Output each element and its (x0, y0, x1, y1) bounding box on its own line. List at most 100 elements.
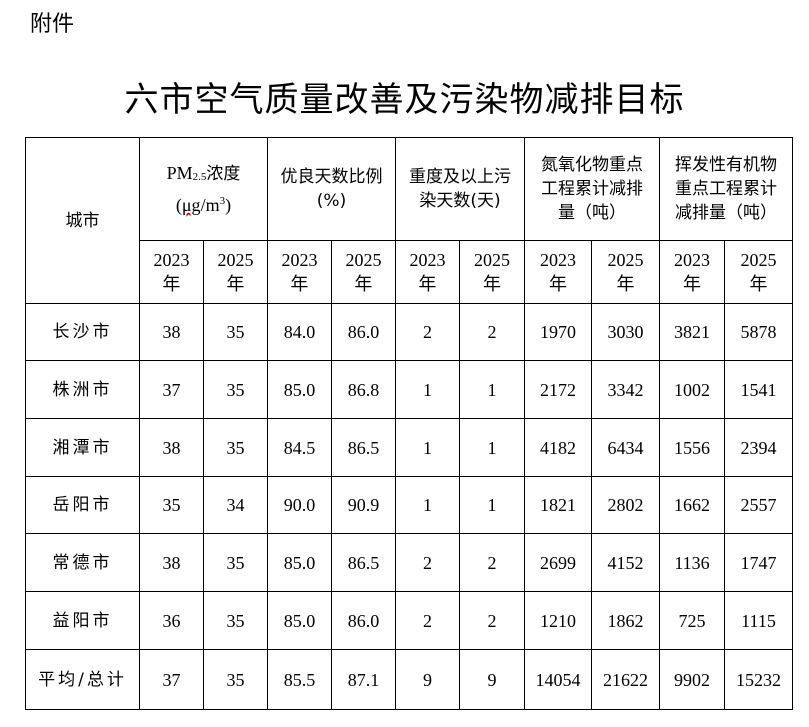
value-cell: 9902 (659, 649, 725, 710)
value-cell: 84.5 (267, 418, 332, 477)
value-cell: 2 (395, 533, 460, 592)
value-cell: 35 (203, 303, 268, 361)
value-cell: 14054 (524, 649, 592, 710)
value-cell: 2557 (724, 476, 793, 534)
value-cell: 86.0 (331, 591, 396, 650)
value-cell: 35 (203, 418, 268, 477)
value-cell: 34 (203, 476, 268, 534)
value-cell: 1 (459, 360, 525, 419)
year-header: 2025年 (459, 240, 525, 304)
year-label: 2023年 (540, 250, 576, 294)
value-cell: 85.0 (267, 533, 332, 592)
value-cell: 2 (459, 303, 525, 361)
city-cell: 常德市 (25, 533, 140, 592)
city-cell: 益阳市 (25, 591, 140, 650)
value-cell: 86.5 (331, 533, 396, 592)
value-cell: 9 (395, 649, 460, 710)
pm25-label: PM (166, 163, 193, 183)
value-cell: 38 (139, 418, 204, 477)
value-cell: 2 (395, 303, 460, 361)
year-label: 2025年 (740, 250, 777, 294)
value-cell: 85.0 (267, 360, 332, 419)
value-cell: 35 (203, 591, 268, 650)
value-cell: 5878 (724, 303, 793, 361)
value-cell: 1210 (524, 591, 592, 650)
year-header: 2023年 (139, 240, 204, 304)
value-cell: 1556 (659, 418, 725, 477)
year-header: 2025年 (724, 240, 793, 304)
value-cell: 37 (139, 360, 204, 419)
table-row: 平均/总计 37 35 85.5 87.1 9 9 14054 21622 9902 15232 (25, 649, 793, 710)
year-label: 2023年 (153, 250, 190, 294)
year-label: 2023年 (409, 250, 446, 294)
value-cell: 90.9 (331, 476, 396, 534)
value-cell: 90.0 (267, 476, 332, 534)
unit-close: ) (225, 195, 232, 215)
value-cell: 1747 (724, 533, 793, 592)
value-cell: 1 (459, 418, 525, 477)
value-cell: 2172 (524, 360, 592, 419)
pm25-header: PM2.5浓度 (μg/m3) (139, 137, 268, 241)
year-header: 2023年 (267, 240, 332, 304)
value-cell: 86.0 (331, 303, 396, 361)
value-cell: 15232 (724, 649, 793, 710)
year-header: 2025年 (203, 240, 268, 304)
value-cell: 4182 (524, 418, 592, 477)
city-cell: 岳阳市 (25, 476, 140, 534)
pm25-suffix: 浓度 (206, 164, 241, 184)
year-label: 2025年 (217, 250, 254, 294)
city-header: 城市 (25, 137, 140, 304)
value-cell: 1821 (524, 476, 592, 534)
value-cell: 85.5 (267, 649, 332, 710)
year-header: 2025年 (591, 240, 660, 304)
heavy-pollution-header: 重度及以上污染天数(天) (395, 137, 525, 241)
value-cell: 84.0 (267, 303, 332, 361)
unit-sup: 3 (219, 195, 226, 207)
value-cell: 1 (459, 476, 525, 534)
value-cell: 2 (459, 533, 525, 592)
value-cell: 3030 (591, 303, 660, 361)
value-cell: 9 (459, 649, 525, 710)
city-cell: 长沙市 (25, 303, 140, 361)
city-cell: 平均/总计 (25, 649, 140, 710)
value-cell: 1136 (659, 533, 725, 592)
value-cell: 35 (203, 360, 268, 419)
table-row: 常德市 38 35 85.0 86.5 2 2 2699 4152 1136 1747 (25, 533, 793, 592)
value-cell: 6434 (591, 418, 660, 477)
table-row: 湘潭市 38 35 84.5 86.5 1 1 4182 6434 1556 2394 (25, 418, 793, 477)
value-cell: 35 (203, 649, 268, 710)
value-cell: 86.5 (331, 418, 396, 477)
year-header: 2023年 (659, 240, 725, 304)
table-row: 岳阳市 35 34 90.0 90.9 1 1 1821 2802 1662 2557 (25, 476, 793, 534)
city-cell: 湘潭市 (25, 418, 140, 477)
year-header: 2023年 (395, 240, 460, 304)
value-cell: 1115 (724, 591, 793, 650)
voc-header: 挥发性有机物重点工程累计减排量（吨） (659, 137, 793, 241)
value-cell: 3342 (591, 360, 660, 419)
value-cell: 2802 (591, 476, 660, 534)
year-label: 2023年 (281, 250, 318, 294)
value-cell: 37 (139, 649, 204, 710)
value-cell: 2 (459, 591, 525, 650)
value-cell: 1862 (591, 591, 660, 650)
value-cell: 1002 (659, 360, 725, 419)
value-cell: 2699 (524, 533, 592, 592)
table-row: 益阳市 36 35 85.0 86.0 2 2 1210 1862 725 1115 (25, 591, 793, 650)
value-cell: 1541 (724, 360, 793, 419)
targets-table: 城市 PM2.5浓度 (μg/m3) 优良天数比例(%) 重度及以上污染天数(天… (25, 137, 793, 710)
table-body: 长沙市 38 35 84.0 86.0 2 2 1970 3030 3821 5878 株洲市 37 35… (25, 303, 793, 710)
value-cell: 1 (395, 418, 460, 477)
pm25-subscript: 2.5 (192, 171, 207, 183)
year-label: 2025年 (607, 250, 644, 294)
value-cell: 1 (395, 476, 460, 534)
unit-ug: μg (181, 195, 201, 215)
value-cell: 35 (139, 476, 204, 534)
value-cell: 2394 (724, 418, 793, 477)
year-label: 2023年 (674, 250, 710, 294)
year-header: 2025年 (331, 240, 396, 304)
value-cell: 725 (659, 591, 725, 650)
value-cell: 1970 (524, 303, 592, 361)
value-cell: 38 (139, 533, 204, 592)
value-cell: 38 (139, 303, 204, 361)
table-row: 长沙市 38 35 84.0 86.0 2 2 1970 3030 3821 5878 (25, 303, 793, 361)
